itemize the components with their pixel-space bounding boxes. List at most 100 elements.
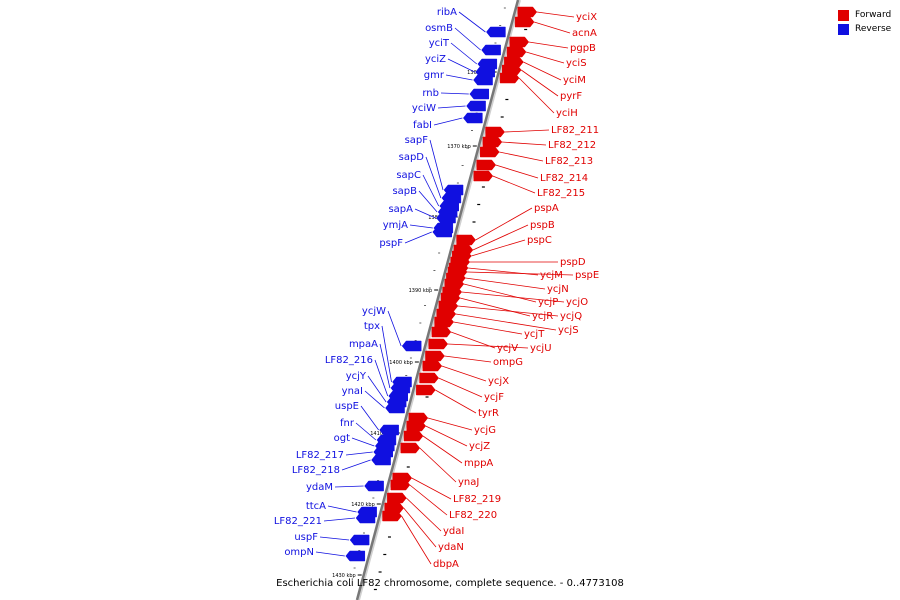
reverse-gene-arrow [371,454,391,466]
forward-gene-connector [435,389,477,414]
forward-gene-connector [499,151,544,162]
reverse-gene-label: fabI [413,120,432,131]
forward-gene-arrow [416,384,436,396]
forward-gene-connector [495,164,539,179]
reverse-gene-connector [445,74,473,81]
reverse-gene-connector [323,517,356,522]
forward-gene-arrow [506,46,527,58]
tick-label: 1400 kbp [389,360,413,366]
forward-gene-arrow [425,350,445,362]
forward-gene-label: ycjR [532,311,553,322]
reverse-gene-connector [450,42,478,65]
reverse-gene-label: ymjA [383,220,408,231]
reverse-gene-connector [418,190,438,213]
forward-gene-label: LF82_214 [540,173,588,184]
forward-gene-connector [467,271,574,276]
reverse-gene-connector [433,117,463,126]
reverse-gene-label: ompN [284,547,314,558]
forward-gene-connector [504,129,550,133]
forward-gene-arrow [456,234,476,246]
forward-gene-connector [501,141,547,146]
forward-gene-label: ynaJ [458,477,479,488]
forward-gene-connector [427,417,473,431]
forward-gene-connector [492,175,536,194]
forward-gene-connector [425,425,468,447]
reverse-gene-connector [319,536,350,541]
reverse-gene-label: LF82_216 [325,355,373,366]
forward-gene-label: ycjP [538,297,558,308]
reverse-label: Reverse [855,24,892,34]
reverse-gene-label: mpaA [349,339,378,350]
reverse-gene-connector [355,422,377,441]
reverse-gene-label: sapC [396,170,421,181]
reverse-gene-label: uspF [294,532,318,543]
reverse-gene-label: LF82_217 [296,450,344,461]
reverse-gene-connector [458,11,486,33]
reverse-gene-arrow [486,26,506,38]
forward-gene-connector [403,507,437,548]
reverse-gene-connector [422,174,440,207]
forward-gene-label: ydaN [438,542,464,553]
forward-gene-label: ycjM [540,270,563,281]
forward-gene-connector [471,239,526,257]
forward-gene-label: yciS [566,58,587,69]
forward-gene-label: LF82_212 [548,140,596,151]
reverse-gene-label: ydaM [306,482,333,493]
forward-gene-arrow [403,430,424,442]
reverse-gene-label: sapA [388,204,413,215]
forward-gene-arrow [482,136,503,148]
forward-gene-label: pspD [560,257,586,268]
legend: Forward Reverse [838,8,891,36]
forward-gene-connector [422,435,463,464]
reverse-gene-label: ttcA [306,501,326,512]
forward-gene-arrow [382,510,402,522]
reverse-gene-connector [341,459,371,471]
forward-gene-connector [453,321,523,335]
forward-gene-arrow [422,360,443,372]
reverse-gene-connector [404,231,432,244]
forward-gene-label: ycjG [474,425,496,436]
forward-gene-arrow [514,16,535,28]
reverse-gene-arrow [477,58,498,70]
reverse-gene-connector [351,437,375,447]
forward-gene-connector [438,377,483,398]
legend-forward: Forward [838,8,891,22]
reverse-gene-label: rnb [422,88,439,99]
reverse-swatch [838,23,849,35]
reverse-gene-label: LF82_221 [274,516,322,527]
reverse-gene-arrow [385,402,405,414]
reverse-gene-connector [381,325,392,383]
forward-gene-connector [409,484,448,516]
reverse-gene-label: fnr [340,418,355,429]
reverse-gene-label: sapF [405,135,429,146]
chromosome-backbone [355,0,520,600]
reverse-gene-label: ycjW [362,306,386,317]
reverse-gene-connector [334,485,364,488]
forward-gene-arrow [509,36,530,48]
forward-gene-arrow [473,170,494,182]
forward-gene-label: LF82_211 [551,125,599,136]
forward-gene-connector [465,277,546,290]
reverse-gene-connector [437,105,466,109]
forward-gene-arrow [419,372,439,384]
reverse-gene-label: osmB [425,23,453,34]
forward-gene-label: pspC [527,235,552,246]
reverse-gene-connector [379,343,391,389]
forward-label: Forward [855,10,892,20]
tick-label: 1410 kbp [370,431,394,437]
forward-gene-connector [401,515,432,565]
forward-gene-label: pspB [530,220,555,231]
forward-gene-connector [472,224,529,251]
reverse-gene-connector [387,310,402,347]
forward-gene-label: LF82_213 [545,156,593,167]
forward-gene-label: acnA [572,28,597,39]
forward-gene-connector [463,283,537,303]
forward-gene-label: pspE [575,270,599,281]
forward-gene-arrow [390,479,411,491]
reverse-gene-arrow [345,550,366,562]
forward-gene-connector [406,497,442,532]
forward-gene-connector [525,51,565,64]
forward-gene-arrow [387,492,407,504]
reverse-gene-arrow [349,534,370,546]
